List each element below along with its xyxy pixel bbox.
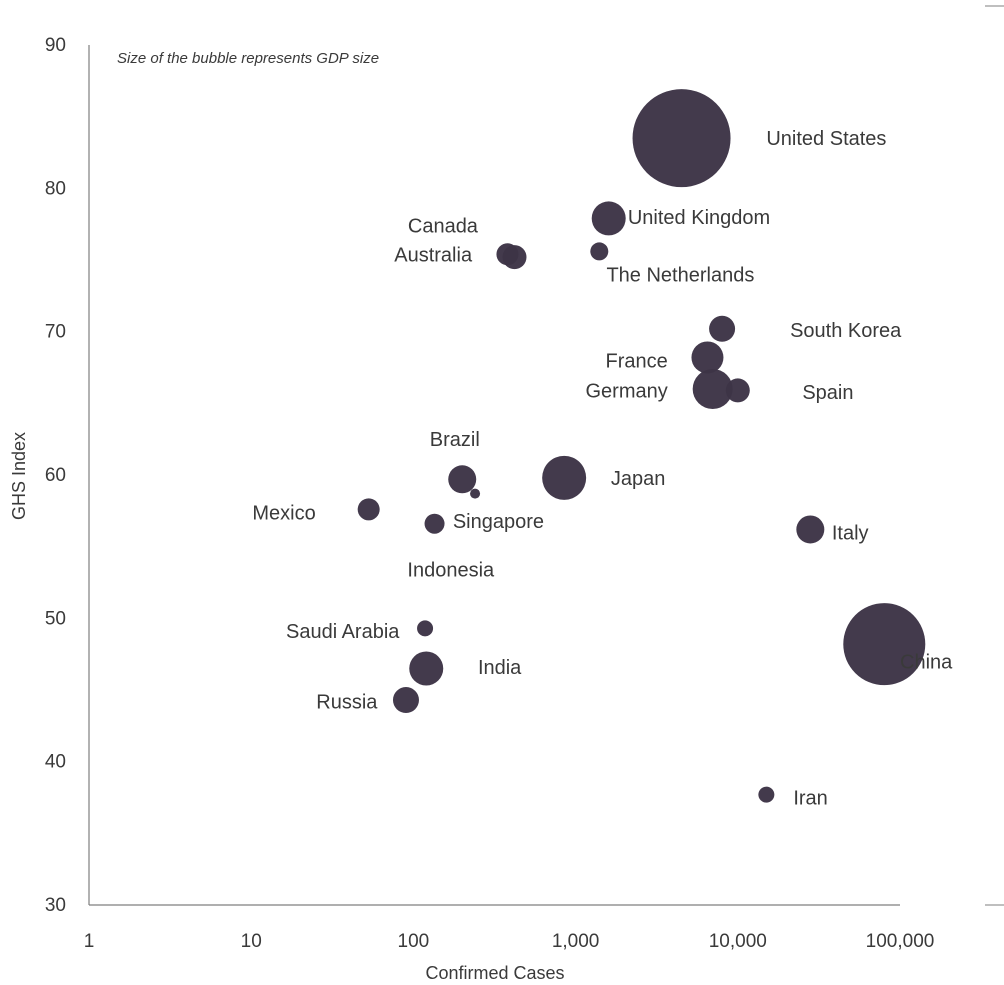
label-united-states: United States <box>766 128 886 150</box>
label-mexico: Mexico <box>252 502 315 524</box>
bubble-spain <box>725 378 750 403</box>
bubble-france <box>691 341 724 374</box>
y-tick-label: 70 <box>45 322 66 343</box>
x-tick-label: 1 <box>84 931 95 952</box>
chart-annotation: Size of the bubble represents GDP size <box>117 50 379 67</box>
bubble-labels: United States United Kingdom Canada Austral… <box>252 128 953 809</box>
bubble-canada <box>496 243 519 266</box>
y-tick-label: 60 <box>45 465 66 486</box>
x-axis-title: Confirmed Cases <box>425 963 564 983</box>
x-tick-label: 10 <box>241 931 262 952</box>
y-tick-label: 40 <box>45 752 66 773</box>
bubble-south-korea <box>709 315 736 342</box>
bubble-saudi-arabia <box>417 620 434 637</box>
bubble-indonesia <box>424 513 445 534</box>
bubble-india <box>409 651 444 686</box>
bubble-brazil <box>448 465 477 494</box>
label-italy: Italy <box>832 522 869 544</box>
bubble-united-states <box>632 89 731 188</box>
y-tick-label: 90 <box>45 35 66 56</box>
label-saudi-arabia: Saudi Arabia <box>286 621 400 643</box>
label-china: China <box>900 651 953 673</box>
x-tick-label: 10,000 <box>709 931 767 952</box>
bubble-italy <box>796 515 825 544</box>
bubble-singapore <box>470 488 481 499</box>
label-united-kingdom: United Kingdom <box>628 207 770 229</box>
label-singapore: Singapore <box>453 511 544 533</box>
x-tick-labels: 1 10 100 1,000 10,000 100,000 <box>84 931 935 952</box>
label-germany: Germany <box>586 380 668 402</box>
label-brazil: Brazil <box>430 429 480 451</box>
x-tick-label: 100 <box>398 931 430 952</box>
bubble-germany <box>692 369 733 409</box>
label-south-korea: South Korea <box>790 320 902 342</box>
label-indonesia: Indonesia <box>407 560 495 582</box>
label-spain: Spain <box>802 382 853 404</box>
bubble-iran <box>758 786 775 803</box>
axes <box>88 45 900 906</box>
y-tick-label: 30 <box>45 895 66 916</box>
bubble-china <box>843 603 926 686</box>
label-the-netherlands: The Netherlands <box>606 264 754 286</box>
label-australia: Australia <box>394 244 473 266</box>
y-tick-label: 50 <box>45 608 66 629</box>
label-russia: Russia <box>316 691 378 713</box>
label-japan: Japan <box>611 468 666 490</box>
frame-ticks <box>985 5 1004 906</box>
bubbles <box>357 89 926 803</box>
bubble-russia <box>392 687 419 714</box>
label-canada: Canada <box>408 216 479 238</box>
label-india: India <box>478 657 522 679</box>
label-iran: Iran <box>793 788 827 810</box>
x-tick-label: 100,000 <box>866 931 935 952</box>
y-axis-title: GHS Index <box>9 432 29 520</box>
bubble-united-kingdom <box>591 201 626 236</box>
y-tick-label: 80 <box>45 178 66 199</box>
bubble-mexico <box>357 498 380 521</box>
y-tick-labels: 30 40 50 60 70 80 90 <box>45 35 66 916</box>
label-france: France <box>606 350 668 372</box>
x-tick-label: 1,000 <box>552 931 600 952</box>
bubble-the-netherlands <box>590 242 609 261</box>
bubble-japan <box>542 455 587 500</box>
